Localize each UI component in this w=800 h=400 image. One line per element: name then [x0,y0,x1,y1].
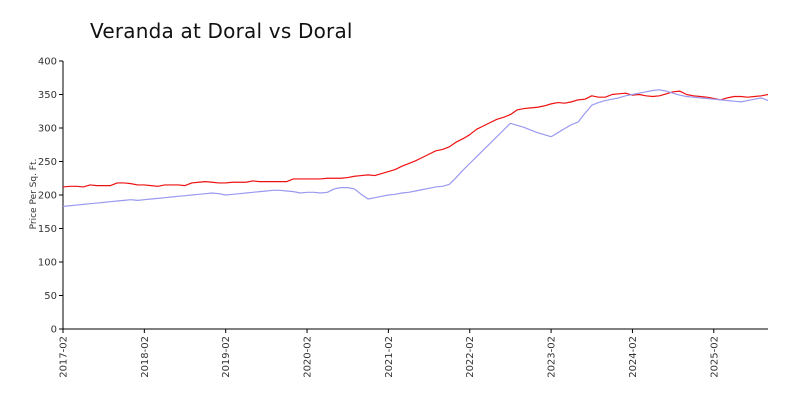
y-tick-label: 250 [38,157,57,168]
x-tick-label: 2022-02 [465,336,476,378]
y-tick-label: 150 [38,224,57,235]
y-tick-label: 0 [51,325,57,336]
x-tick-label: 2018-02 [140,336,151,378]
x-tick-label: 2023-02 [547,336,558,378]
x-tick-label: 2025-02 [709,336,720,378]
x-tick-label: 2024-02 [628,336,639,378]
y-tick-label: 350 [38,90,57,101]
y-tick-label: 300 [38,124,57,135]
x-tick-label: 2020-02 [303,336,314,378]
series-line-2 [62,89,769,207]
series-line-1 [62,90,769,188]
x-tick-label: 2017-02 [59,336,70,378]
y-tick-label: 200 [38,191,57,202]
series-lines [62,89,769,207]
x-tick-label: 2019-02 [221,336,232,378]
x-tick-label: 2021-02 [384,336,395,378]
chart-title: Veranda at Doral vs Doral [90,19,353,43]
y-tick-label: 50 [44,291,57,302]
y-axis-label: Price Per Sq. Ft. [29,159,39,230]
axes: 0 50 100 150 200 250 300 350 400 2017-02 2018-02 20… [38,57,768,378]
y-tick-label: 400 [38,57,57,68]
y-tick-label: 100 [38,258,57,269]
